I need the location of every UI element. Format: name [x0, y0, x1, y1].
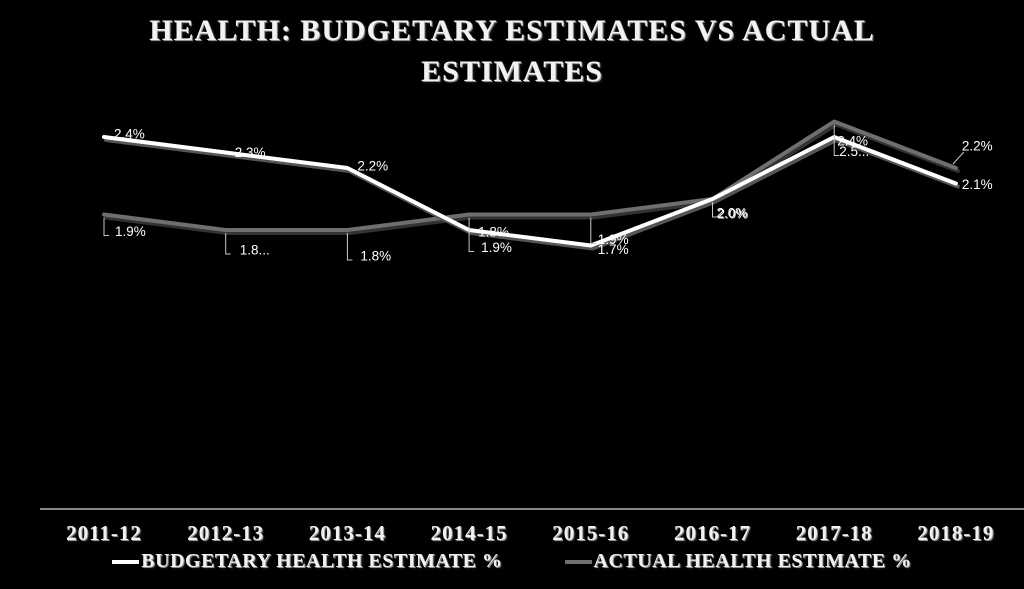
data-label: 2.4%	[114, 127, 145, 142]
label-leader-line	[712, 202, 718, 218]
label-leader-line	[590, 217, 596, 244]
data-label: 2.2%	[357, 159, 388, 174]
data-label: 2.3%	[235, 145, 266, 160]
x-axis-label: 2017-18	[795, 521, 873, 545]
x-axis-label: 2012-13	[187, 521, 265, 545]
legend: BUDGETARY HEALTH ESTIMATE % ACTUAL HEALT…	[0, 550, 1024, 573]
data-label: 1.9%	[481, 240, 512, 255]
series-line-shadow	[104, 138, 960, 251]
data-label: 1.8%	[478, 225, 509, 240]
x-axis-label: 2018-19	[917, 521, 995, 545]
legend-label-budgetary: BUDGETARY HEALTH ESTIMATE %	[141, 550, 503, 572]
label-leader-line	[225, 233, 231, 255]
legend-label-actual: ACTUAL HEALTH ESTIMATE %	[593, 550, 912, 572]
legend-item-actual: ACTUAL HEALTH ESTIMATE %	[564, 550, 912, 573]
x-axis-label: 2016-17	[674, 521, 751, 545]
data-label: 2.1%	[962, 177, 993, 192]
label-leader-line	[833, 124, 840, 156]
data-label: 1.8...	[240, 243, 270, 258]
data-label: 1.7%	[598, 242, 629, 257]
data-label: 1.8%	[360, 249, 391, 264]
actual-line-swatch-icon	[564, 559, 592, 564]
x-axis-label: 2015-16	[552, 521, 630, 545]
label-leader-line	[103, 217, 109, 236]
data-label: 2.2%	[962, 139, 993, 154]
label-leader-line	[468, 217, 475, 252]
data-label: 2.4%	[837, 134, 868, 149]
data-label: 2.5...	[839, 144, 869, 159]
data-label: 1.9%	[115, 224, 146, 239]
x-axis-label: 2013-14	[308, 521, 386, 545]
budgetary-line-swatch-icon	[112, 559, 140, 564]
data-label: 2.0%	[717, 206, 748, 221]
data-label: 1.9%	[598, 232, 629, 247]
chart-title: HEALTH: BUDGETARY ESTIMATES VS ACTUAL ES…	[149, 14, 875, 88]
data-label: 2.0%	[718, 207, 749, 222]
label-leader-line	[346, 233, 353, 261]
series-line	[102, 135, 958, 248]
x-axis-label: 2014-15	[430, 521, 508, 545]
x-axis-label: 2011-12	[66, 521, 142, 545]
label-leader-line	[952, 151, 965, 165]
series-line	[102, 119, 958, 232]
legend-item-budgetary: BUDGETARY HEALTH ESTIMATE %	[112, 550, 502, 573]
series-line-shadow	[104, 122, 960, 235]
